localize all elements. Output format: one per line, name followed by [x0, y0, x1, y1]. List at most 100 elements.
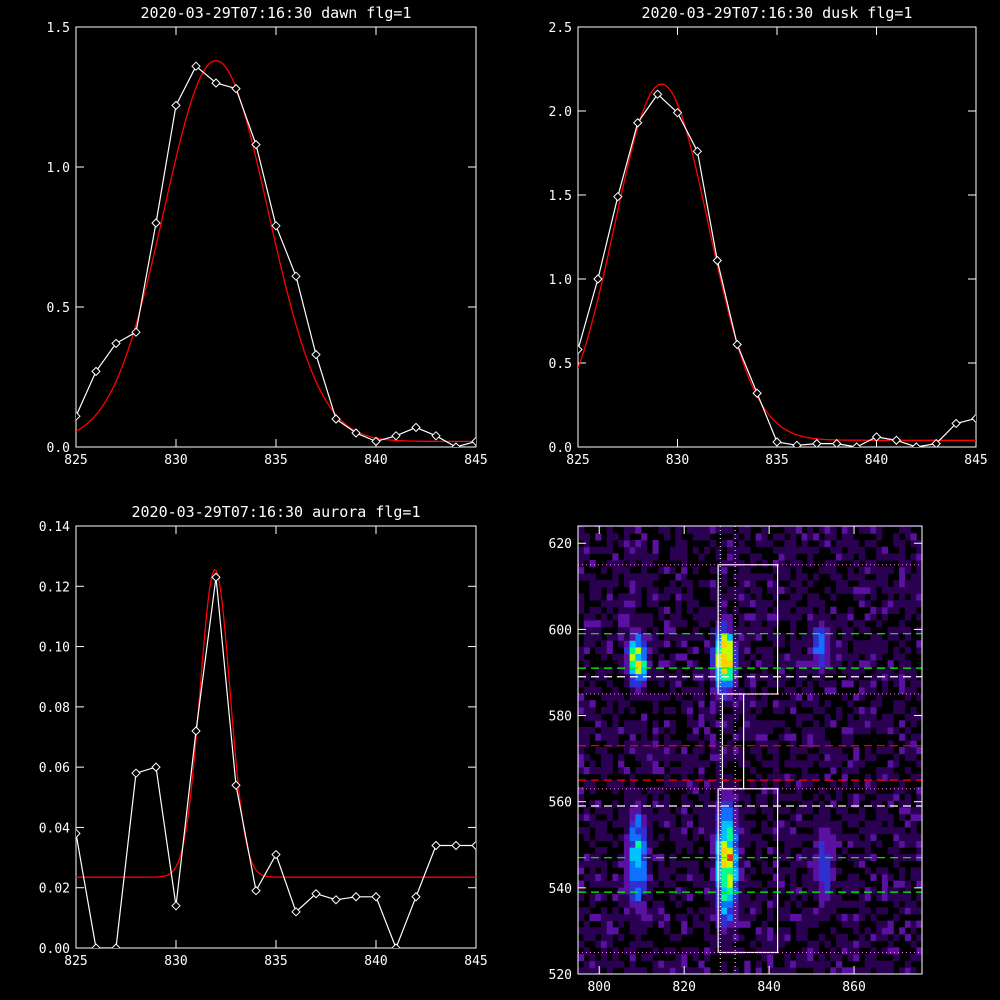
chart-title: 2020-03-29T07:16:30 dusk flg=1: [642, 4, 913, 22]
heatmap-cell: [681, 753, 688, 761]
heatmap-cell: [732, 560, 739, 568]
data-point-marker: [151, 762, 161, 772]
heatmap-cell: [761, 887, 768, 895]
heatmap-cell: [658, 867, 665, 875]
heatmap-cell: [899, 526, 906, 528]
heatmap-cell: [841, 780, 848, 788]
heatmap-cell: [744, 827, 751, 835]
heatmap-cell: [916, 954, 922, 962]
heatmap-cell: [692, 807, 699, 815]
heatmap-cell: [623, 853, 631, 861]
heatmap-cell: [813, 633, 820, 641]
heatmap-cell: [904, 907, 911, 915]
heatmap-cell: [790, 960, 797, 968]
heatmap-cell: [635, 600, 642, 608]
heatmap-cell: [807, 887, 814, 895]
heatmap-cell: [727, 640, 734, 648]
heatmap-cell: [686, 760, 694, 768]
heatmap-cell: [847, 526, 854, 528]
heatmap-cell: [738, 660, 745, 668]
heatmap-cell: [899, 660, 906, 668]
heatmap-cell: [824, 833, 831, 841]
heatmap-cell: [629, 633, 636, 641]
heatmap-cell: [881, 767, 889, 775]
heatmap-cell: [858, 706, 866, 715]
heatmap-cell: [887, 740, 894, 748]
heatmap-cell: [732, 780, 739, 788]
heatmap-cell: [801, 920, 808, 928]
heatmap-cell: [709, 807, 717, 815]
heatmap-cell: [750, 586, 757, 594]
heatmap-cell: [864, 660, 871, 668]
heatmap-cell: [916, 907, 922, 915]
heatmap-cell: [899, 540, 906, 548]
heatmap-cell: [870, 913, 877, 922]
heatmap-cell: [790, 827, 797, 835]
heatmap-cell: [744, 727, 751, 735]
heatmap-cell: [669, 867, 676, 875]
heatmap-cell: [887, 960, 894, 968]
heatmap-cell: [629, 593, 636, 601]
heatmap-cell: [686, 593, 694, 601]
heatmap-cell: [641, 713, 648, 721]
heatmap-cell: [761, 686, 768, 695]
heatmap-cell: [864, 613, 871, 621]
heatmap-cell: [750, 653, 757, 661]
heatmap-cell: [858, 933, 866, 942]
heatmap-cell: [881, 646, 889, 654]
heatmap-cell: [618, 693, 625, 701]
heatmap-cell: [646, 686, 653, 695]
heatmap-cell: [761, 860, 768, 868]
heatmap-cell: [681, 700, 688, 708]
heatmap-cell: [824, 526, 831, 528]
heatmap-cell: [784, 700, 791, 708]
heatmap-cell: [732, 967, 739, 974]
heatmap-cell: [807, 633, 814, 641]
heatmap-cell: [887, 820, 894, 828]
heatmap-cell: [858, 727, 866, 735]
heatmap-cell: [767, 573, 774, 581]
heatmap-cell: [646, 954, 653, 962]
heatmap-cell: [916, 566, 922, 574]
heatmap-cell: [910, 820, 917, 828]
heatmap-cell: [836, 586, 843, 594]
heatmap-cell: [778, 553, 785, 561]
heatmap-cell: [652, 673, 659, 681]
heatmap-cell: [761, 700, 768, 708]
heatmap-cell: [692, 613, 699, 621]
heatmap-cell: [612, 947, 619, 955]
heatmap-cell: [669, 767, 676, 775]
heatmap-cell: [899, 580, 906, 588]
heatmap-cell: [876, 720, 883, 728]
heatmap-cell: [618, 540, 625, 548]
heatmap-cell: [813, 680, 820, 688]
heatmap-cell: [767, 760, 774, 768]
heatmap-cell: [830, 853, 837, 861]
heatmap-cell: [652, 853, 659, 861]
heatmap-cell: [595, 546, 602, 554]
heatmap-cell: [709, 913, 717, 922]
heatmap-cell: [858, 566, 866, 574]
heatmap-cell: [876, 526, 883, 534]
heatmap-cell: [824, 626, 831, 634]
heatmap-cell: [727, 907, 734, 915]
heatmap-cell: [612, 820, 619, 828]
heatmap-cell: [778, 733, 785, 741]
heatmap-cell: [629, 933, 636, 942]
heatmap-cell: [784, 840, 791, 848]
heatmap-cell: [836, 827, 843, 835]
heatmap-cell: [686, 787, 694, 795]
heatmap-cell: [836, 960, 843, 968]
heatmap-cell: [583, 733, 590, 741]
heatmap-cell: [727, 673, 734, 681]
heatmap-cell: [801, 847, 808, 855]
heatmap-cell: [916, 526, 922, 528]
heatmap-cell: [709, 620, 717, 628]
heatmap-cell: [784, 573, 791, 581]
heatmap-cell: [629, 600, 636, 608]
heatmap-cell: [813, 660, 820, 668]
heatmap-cell: [910, 600, 917, 608]
heatmap-cell: [858, 840, 866, 848]
heatmap-cell: [916, 967, 922, 974]
heatmap-cell: [916, 713, 922, 721]
